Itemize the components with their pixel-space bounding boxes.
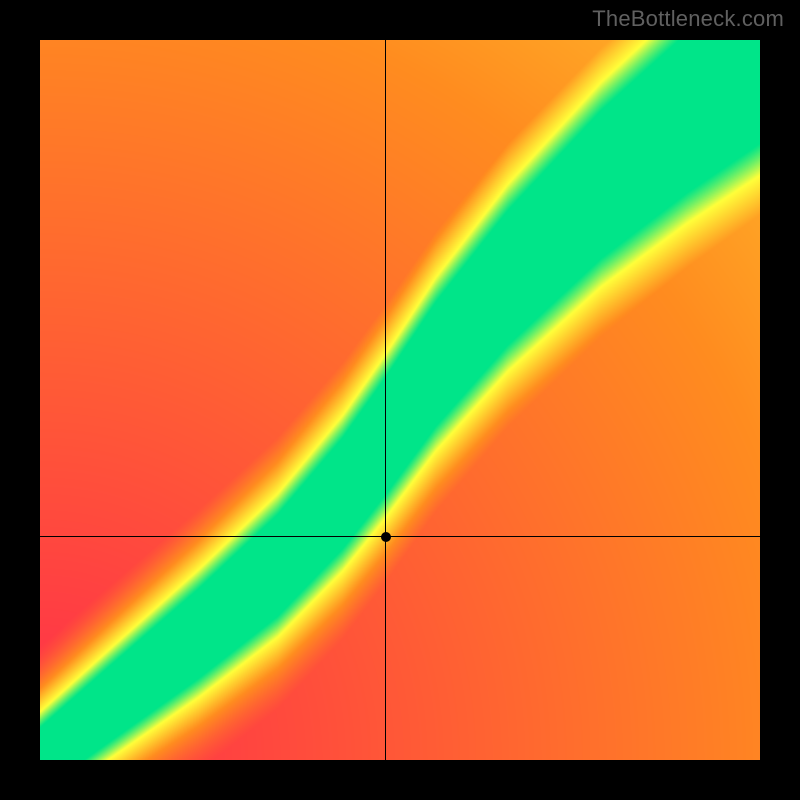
watermark-text: TheBottleneck.com: [592, 6, 784, 32]
marker-point: [381, 532, 391, 542]
heatmap-canvas: [40, 40, 760, 760]
plot-area: [40, 40, 760, 760]
crosshair-vertical: [385, 40, 386, 760]
chart-container: TheBottleneck.com: [0, 0, 800, 800]
crosshair-horizontal: [40, 536, 760, 537]
